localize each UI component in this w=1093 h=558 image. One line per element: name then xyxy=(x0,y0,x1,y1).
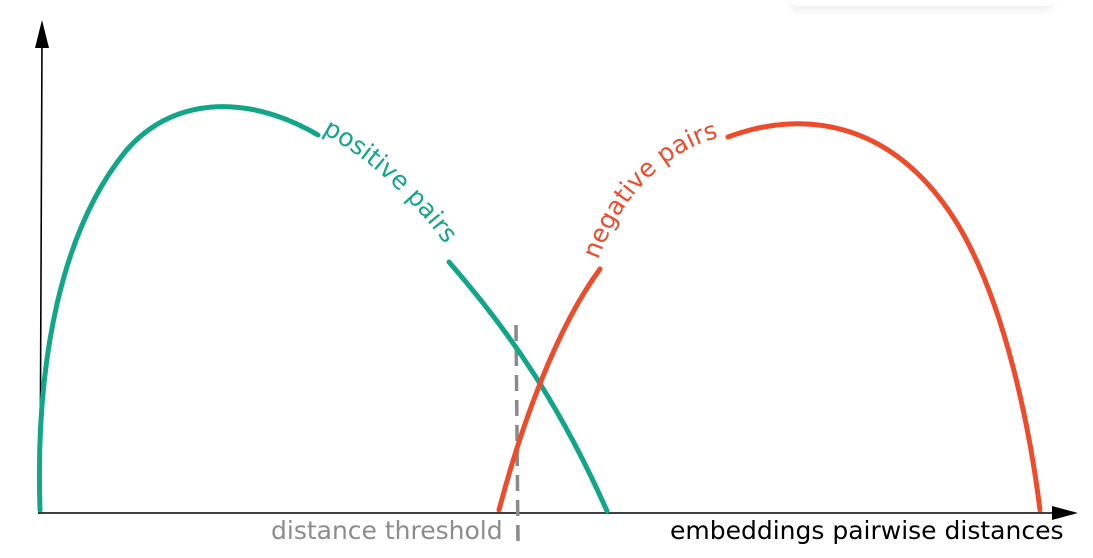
negative-pairs-label: negative pairs xyxy=(577,115,721,262)
positive-pairs-label: positive pairs xyxy=(319,113,464,248)
x-axis-arrow-icon xyxy=(1052,506,1078,520)
positive-pairs-curve-right xyxy=(446,259,610,514)
positive-pairs-label-text: positive pairs xyxy=(319,113,464,248)
x-axis-label: embeddings pairwise distances xyxy=(670,516,1063,545)
top-edge-shadow xyxy=(790,0,1052,6)
distance-threshold-label: distance threshold xyxy=(271,516,503,545)
negative-pairs-label-text: negative pairs xyxy=(577,115,721,262)
positive-pairs-curve-left xyxy=(36,104,321,513)
negative-pairs-curve-right xyxy=(725,121,1043,513)
y-axis-arrow-icon xyxy=(35,20,49,48)
distance-threshold-line xyxy=(514,324,520,543)
negative-pairs-curve-left xyxy=(496,266,603,513)
